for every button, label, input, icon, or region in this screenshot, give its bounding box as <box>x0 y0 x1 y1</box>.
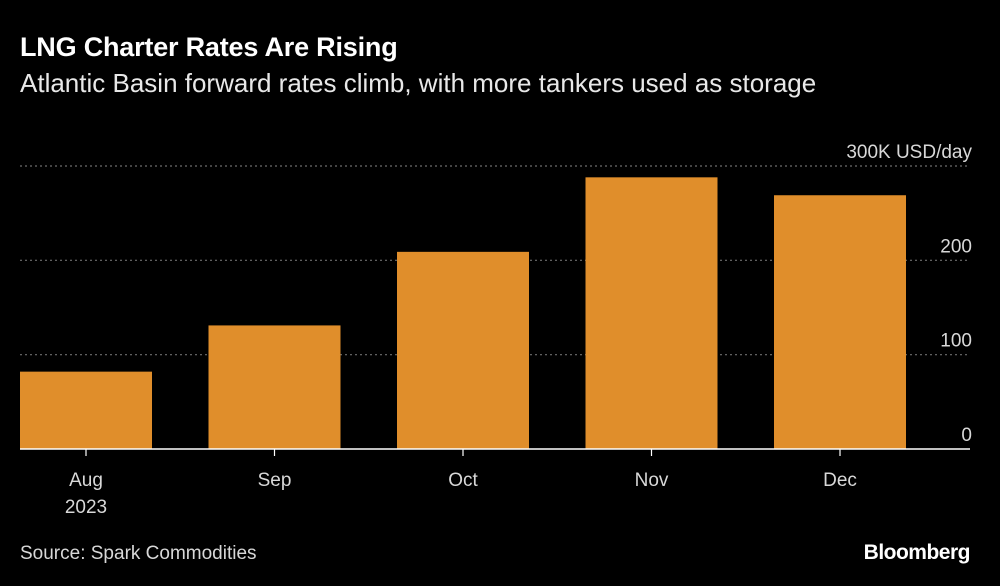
x-tick-label: Sep <box>258 470 292 491</box>
bar-dec <box>774 195 906 449</box>
bar-oct <box>397 251 529 449</box>
source-note: Source: Spark Commodities <box>20 543 257 564</box>
y-tick-label: 0 <box>961 425 972 446</box>
x-tick-label: Nov <box>635 470 669 491</box>
bar-aug <box>20 371 152 449</box>
x-tick-label: Aug <box>69 470 103 491</box>
bar-nov <box>585 177 718 449</box>
bloomberg-logo: Bloomberg <box>863 541 971 564</box>
chart-title: LNG Charter Rates Are Rising <box>20 32 398 62</box>
y-tick-label: 100 <box>940 331 972 352</box>
y-tick-label: 200 <box>940 236 972 257</box>
x-tick-label: Oct <box>448 470 478 491</box>
x-tick-label: Dec <box>823 470 857 491</box>
chart-subtitle: Atlantic Basin forward rates climb, with… <box>20 68 817 98</box>
x-tick-label: 2023 <box>65 497 107 518</box>
y-tick-label: 300K USD/day <box>846 142 972 163</box>
bar-sep <box>208 325 341 449</box>
